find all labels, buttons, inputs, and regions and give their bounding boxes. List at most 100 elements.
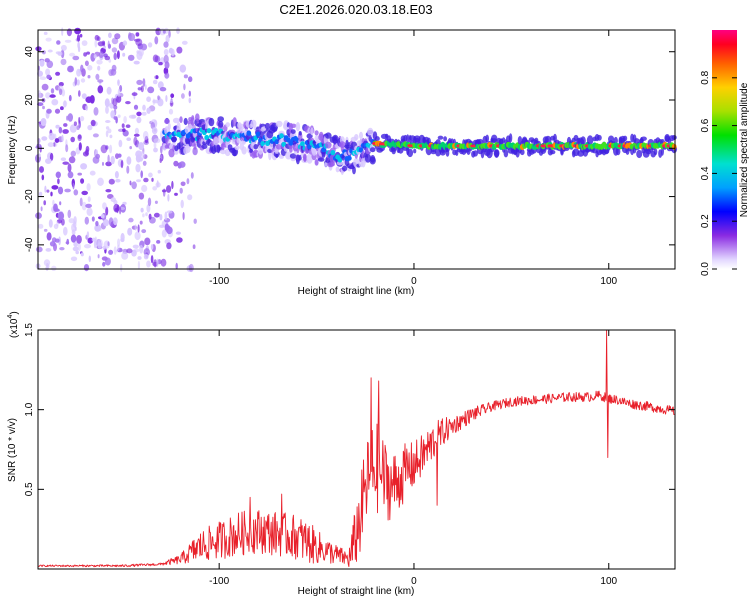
spectrogram-noise-blob xyxy=(136,116,142,124)
spectrogram-noise-blob xyxy=(45,37,52,42)
spectrogram-noise-blob xyxy=(128,217,134,223)
spectrogram-x-tick-label: 0 xyxy=(411,276,417,287)
spectrogram-noise-blob xyxy=(67,163,72,173)
spectrogram-noise-blob xyxy=(183,83,186,91)
spectrogram-noise-blob xyxy=(152,98,156,106)
spectrogram-noise-blob xyxy=(147,42,153,48)
spectrogram-noise-blob xyxy=(80,78,86,83)
spectrogram-noise-blob xyxy=(112,98,118,107)
spectrogram-noise-blob xyxy=(105,126,110,130)
spectrogram-noise-blob xyxy=(142,104,146,111)
spectrogram-halo-blob xyxy=(234,145,240,151)
spectrogram-noise-blob xyxy=(93,107,99,116)
spectrogram-noise-blob xyxy=(193,218,197,224)
spectrogram-noise-blob xyxy=(106,86,112,95)
spectrogram-noise-blob xyxy=(155,75,159,80)
spectrogram-noise-blob xyxy=(41,174,45,181)
spectrogram-noise-blob xyxy=(67,113,74,122)
spectrogram-noise-blob xyxy=(58,88,63,96)
spectrogram-halo-blob xyxy=(167,122,171,130)
spectrogram-noise-blob xyxy=(176,237,183,243)
spectrogram-halo-blob xyxy=(314,159,319,166)
spectrogram-noise-blob xyxy=(74,77,78,86)
spectrogram-noise-blob xyxy=(87,124,93,131)
spectrogram-noise-blob xyxy=(95,73,100,80)
spectrogram-noise-blob xyxy=(72,246,79,252)
spectrogram-noise-blob xyxy=(163,41,169,48)
spectrogram-noise-blob xyxy=(40,118,47,126)
spectrogram-noise-blob xyxy=(68,94,72,102)
spectrogram-noise-blob xyxy=(74,27,81,35)
spectrogram-noise-blob xyxy=(100,214,105,219)
spectrogram-noise-blob xyxy=(70,256,78,262)
snr-scale-prefix: (x10 xyxy=(9,318,20,338)
spectrogram-halo-blob xyxy=(275,120,283,128)
spectrogram-noise-blob xyxy=(67,209,72,219)
spectrogram-noise-blob xyxy=(164,61,170,69)
spectrogram-frame xyxy=(37,29,676,270)
spectrogram-core-blob xyxy=(300,141,305,147)
spectrogram-noise-blob xyxy=(113,203,120,213)
spectrogram-noise-blob xyxy=(146,107,151,114)
spectrogram-halo-blob xyxy=(485,134,490,143)
spectrogram-noise-blob xyxy=(57,211,65,221)
spectrogram-noise-blob xyxy=(111,64,117,72)
spectrogram-noise-blob xyxy=(108,249,114,255)
spectrogram-halo-blob xyxy=(289,123,297,128)
spectrogram-noise-blob xyxy=(98,51,104,58)
spectrogram-noise-blob xyxy=(80,178,85,184)
spectrogram-noise-blob xyxy=(96,36,101,42)
spectrogram-noise-blob xyxy=(152,79,158,85)
spectrogram-noise-blob xyxy=(97,242,103,249)
spectrogram-noise-blob xyxy=(56,221,59,227)
spectrogram-noise-blob xyxy=(181,93,185,99)
spectrogram-noise-blob xyxy=(161,229,167,238)
spectrogram-halo-blob xyxy=(311,148,317,156)
spectrogram-halo-blob xyxy=(216,144,221,154)
spectrogram-core-blob xyxy=(246,130,252,136)
spectrogram-halo-blob xyxy=(290,129,296,135)
spectrogram-noise-blob xyxy=(97,41,105,47)
spectrogram-noise-blob xyxy=(81,40,88,46)
spectrogram-noise-blob xyxy=(118,139,123,148)
spectrogram-core-blob xyxy=(260,141,266,147)
svg-text:(x104): (x104) xyxy=(7,311,20,338)
spectrogram-noise-blob xyxy=(121,123,125,128)
spectrogram-noise-blob xyxy=(81,190,88,196)
spectrogram-noise-blob xyxy=(92,156,100,164)
spectrogram-noise-blob xyxy=(42,105,45,110)
spectrogram-noise-blob xyxy=(176,27,180,34)
spectrogram-noise-blob xyxy=(105,189,112,193)
spectrogram-noise-blob xyxy=(45,158,52,165)
spectrogram-halo-blob xyxy=(249,148,254,153)
spectrogram-core-blob xyxy=(671,143,677,150)
spectrogram-noise-blob xyxy=(114,171,119,179)
spectrogram-y-tick-label: 40 xyxy=(24,46,35,58)
spectrogram-noise-blob xyxy=(77,134,82,142)
spectrogram-noise-blob xyxy=(45,92,51,99)
spectrogram-noise-blob xyxy=(146,96,152,102)
spectrogram-noise-blob xyxy=(159,158,162,163)
spectrogram-noise-blob xyxy=(43,31,48,35)
spectrogram-core-blob xyxy=(279,133,284,139)
spectrogram-noise-blob xyxy=(68,156,76,164)
spectrogram-noise-blob xyxy=(142,130,149,140)
spectrogram-noise-blob xyxy=(37,102,44,107)
spectrogram-noise-blob xyxy=(147,197,152,207)
spectrogram-ticks: -100 0 100 -40 -20 0 20 40 xyxy=(24,30,675,287)
spectrogram-noise-blob xyxy=(108,178,115,185)
spectrogram-noise-blob xyxy=(140,207,144,213)
spectrogram-noise-blob xyxy=(157,169,161,174)
spectrogram-noise-blob xyxy=(165,95,168,102)
spectrogram-noise-blob xyxy=(55,71,61,76)
spectrogram-halo-blob xyxy=(336,161,344,166)
spectrogram-halo-blob xyxy=(253,144,259,150)
spectrogram-noise-blob xyxy=(86,183,91,192)
spectrogram-halo-blob xyxy=(195,113,200,121)
spectrogram-halo-blob xyxy=(354,134,359,141)
spectrogram-noise-blob xyxy=(80,115,85,122)
spectrogram-noise-blob xyxy=(136,79,143,85)
spectrogram-halo-blob xyxy=(241,146,247,155)
spectrogram-halo-blob xyxy=(317,157,325,162)
spectrogram-noise-blob xyxy=(45,68,51,76)
